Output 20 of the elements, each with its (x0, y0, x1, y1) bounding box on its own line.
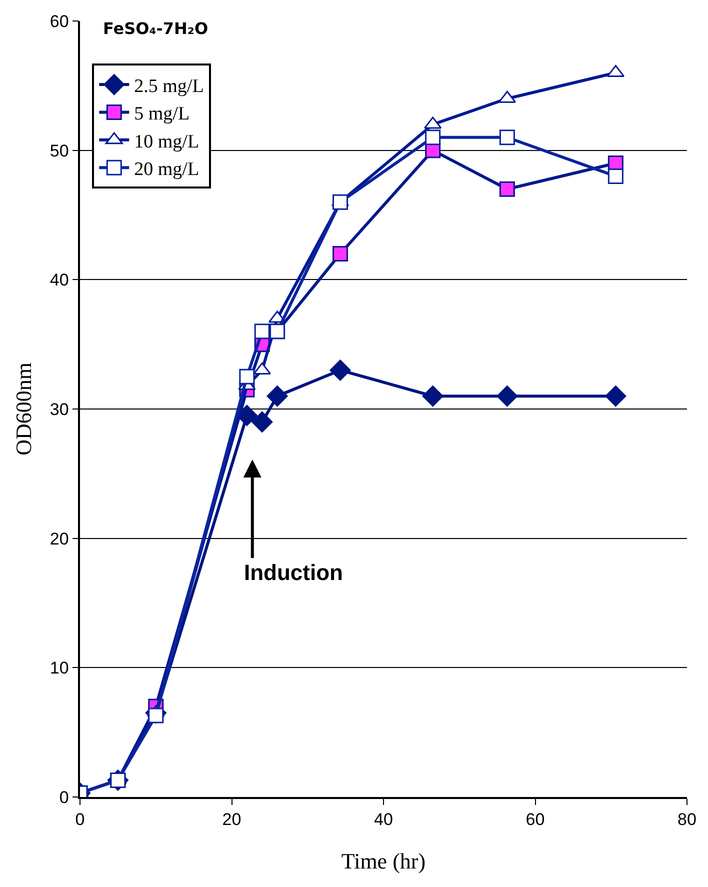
legend-label: 5 mg/L (134, 104, 190, 125)
y-tick-label: 50 (50, 141, 69, 160)
legend-label: 20 mg/L (134, 159, 200, 180)
x-tick-label: 60 (526, 810, 545, 830)
y-tick-label: 40 (50, 270, 69, 290)
x-tick-label: 40 (374, 810, 393, 830)
x-tick-label: 20 (222, 810, 242, 830)
x-tick-label: 0 (75, 810, 85, 830)
y-tick-label: 60 (50, 12, 69, 31)
annotation: Induction (244, 560, 343, 585)
y-tick-label: 30 (50, 400, 69, 419)
legend-label: 2.5 mg/L (134, 76, 204, 97)
y-tick-label: 10 (50, 658, 69, 678)
y-tick-label: 0 (59, 788, 69, 807)
x-tick-label: 80 (678, 810, 696, 830)
legend-title: FeSO₄-7H₂O (103, 19, 208, 38)
y-axis-title: OD600nm (11, 362, 36, 456)
y-tick-label: 20 (50, 529, 69, 548)
legend-label: 10 mg/L (134, 131, 200, 152)
x-axis-title: Time (hr) (341, 848, 426, 874)
